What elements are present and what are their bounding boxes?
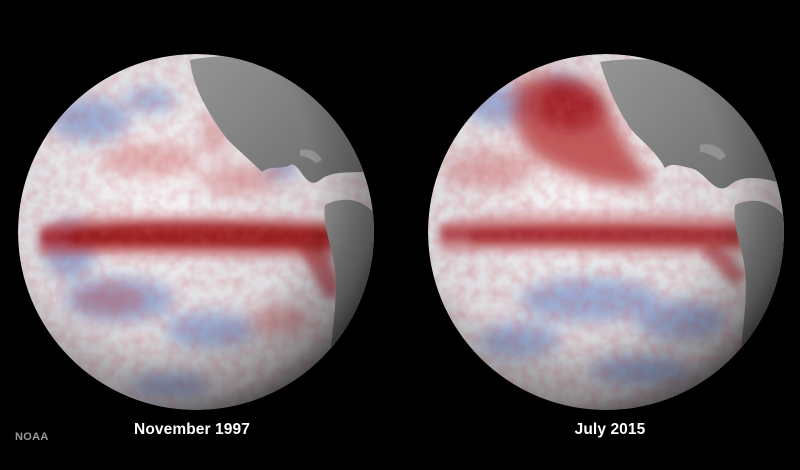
credit-noaa: NOAA [15, 431, 49, 443]
globe-november-1997 [18, 54, 374, 410]
globe-july-2015 [428, 54, 784, 410]
caption-november-1997: November 1997 [134, 421, 250, 438]
caption-july-2015: July 2015 [574, 421, 646, 438]
